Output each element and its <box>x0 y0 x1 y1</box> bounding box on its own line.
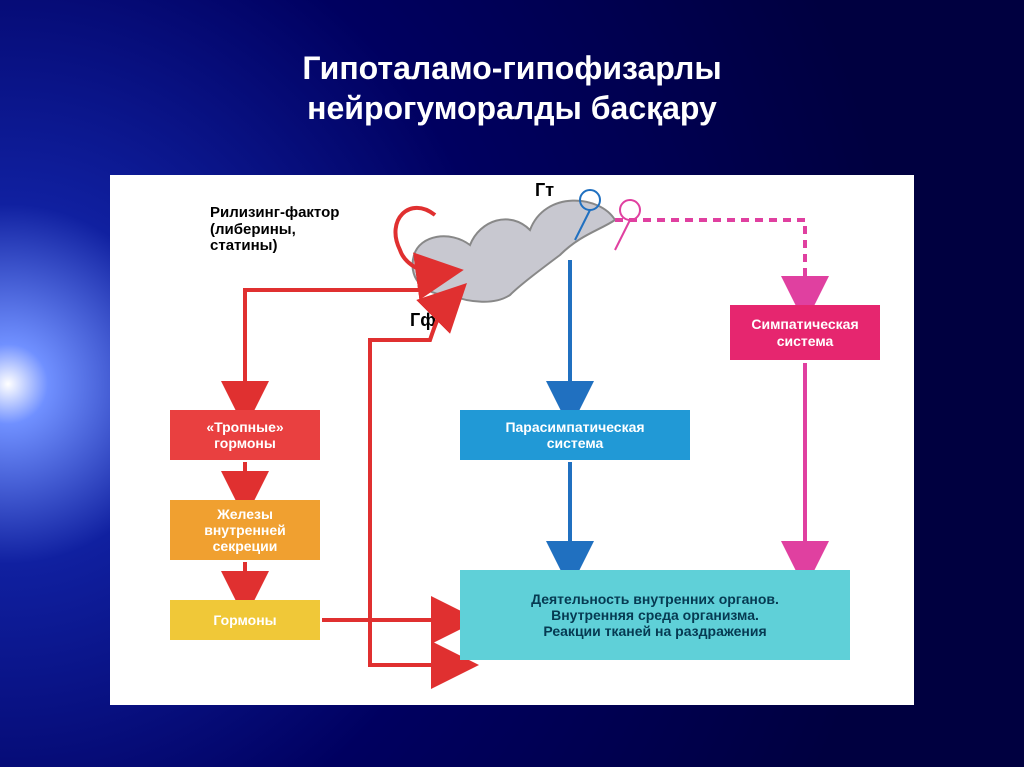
slide: Гипоталамо-гипофизарлы нейрогуморалды ба… <box>0 0 1024 767</box>
title-line-2: нейрогуморалды басқару <box>307 90 717 126</box>
box-tropic: «Тропные» гормоны <box>170 410 320 460</box>
box-glands: Железы внутренней секреции <box>170 500 320 560</box>
title-line-1: Гипоталамо-гипофизарлы <box>302 50 721 86</box>
diagram-panel: Рилизинг-фактор (либерины, статины) Гт Г… <box>110 175 914 705</box>
box-symp: Симпатическая система <box>730 305 880 360</box>
box-parasymp: Парасимпатическая система <box>460 410 690 460</box>
box-hormones: Гормоны <box>170 600 320 640</box>
gt-label: Гт <box>535 180 554 201</box>
releasing-factor-label: Рилизинг-фактор (либерины, статины) <box>210 205 339 255</box>
box-activity: Деятельность внутренних органов. Внутрен… <box>460 570 850 660</box>
slide-title: Гипоталамо-гипофизарлы нейрогуморалды ба… <box>0 48 1024 128</box>
gf-label: Гф <box>410 310 436 331</box>
